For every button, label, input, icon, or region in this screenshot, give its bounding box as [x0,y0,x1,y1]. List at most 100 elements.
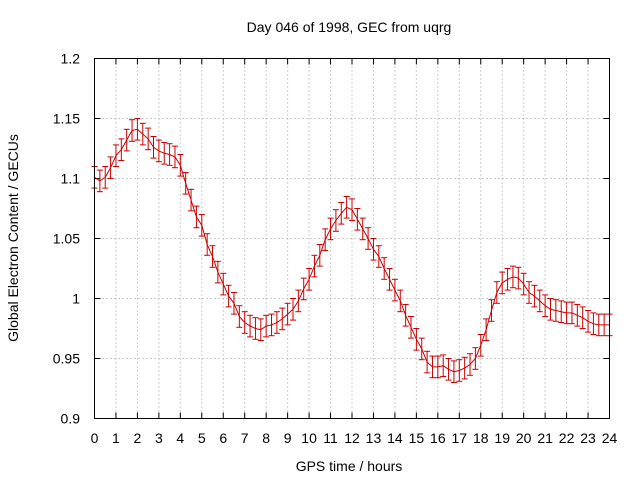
data-point [306,268,313,291]
data-point [268,313,275,337]
data-point [177,154,184,177]
x-tick-label: 7 [241,430,249,446]
data-point [568,301,575,325]
data-point [327,217,334,241]
data-point [241,311,248,334]
data-point [542,294,549,317]
x-tick-label: 17 [452,430,468,446]
y-tick-label: 1.15 [53,111,80,127]
data-point [402,304,409,327]
data-point [375,245,382,268]
data-point [139,122,146,146]
data-point [289,298,296,321]
x-tick-label: 14 [387,430,403,446]
x-tick-label: 18 [473,430,489,446]
x-tick-label: 5 [198,430,206,446]
x-axis-label: GPS time / hours [296,458,403,474]
data-point [311,254,318,278]
data-point [209,245,216,268]
data-point [230,292,237,315]
data-point [257,318,264,341]
data-point [450,360,457,383]
data-point [284,302,291,326]
data-point [579,306,586,329]
x-tick-label: 15 [409,430,425,446]
x-tick-label: 21 [537,430,553,446]
data-point [461,356,468,380]
x-tick-label: 11 [323,430,338,446]
data-point [193,205,200,229]
data-point [112,144,119,167]
data-point [123,128,130,152]
y-tick-label: 0.9 [61,411,81,427]
data-point [440,354,447,377]
data-point [488,299,495,322]
data-point [220,272,227,296]
data-point [322,228,329,251]
data-point [483,318,490,341]
data-point [150,136,157,159]
data-point [563,301,570,325]
data-point [365,227,372,250]
x-tick-label: 19 [494,430,510,446]
y-tick-label: 1.05 [53,231,80,247]
data-point [247,314,254,338]
x-tick-label: 16 [430,430,446,446]
x-tick-label: 10 [301,430,317,446]
x-tick-label: 23 [580,430,596,446]
x-tick-label: 6 [219,430,227,446]
data-point [552,299,559,322]
data-point [295,289,302,313]
data-point [145,127,152,151]
y-tick-label: 1.1 [61,171,81,187]
data-point [188,188,195,212]
x-tick-label: 1 [112,430,120,446]
data-point [499,271,506,295]
data-point [214,260,221,284]
data-point [171,145,178,169]
y-tick-label: 0.95 [53,351,80,367]
data-point [263,314,270,338]
data-point [429,355,436,379]
data-point [225,284,232,308]
data-point [381,257,388,280]
data-point [547,298,554,321]
x-tick-label: 24 [602,430,618,446]
grid-layer [94,58,610,419]
data-point [590,312,597,335]
data-point [316,244,323,267]
y-axis-label: Global Electron Content / GECUs [5,134,21,342]
data-point [467,353,474,376]
data-point [107,156,114,179]
data-point [601,313,608,337]
x-tick-label: 0 [91,430,99,446]
x-tick-label: 13 [366,430,382,446]
x-tick-label: 2 [134,430,142,446]
data-point [102,166,109,189]
data-point [595,313,602,337]
data-point [354,208,361,231]
data-point [418,337,425,361]
data-point [408,316,415,339]
data-point [445,358,452,381]
data-point [536,289,543,313]
data-layer [91,118,613,383]
data-point [166,143,173,166]
data-point [96,169,103,193]
data-point [349,198,355,221]
data-point [558,300,565,323]
data-point [509,265,516,289]
chart-title: Day 046 of 1998, GEC from uqrg [247,19,452,35]
data-point [279,307,286,331]
data-point [477,334,484,357]
plot-frame [94,58,610,419]
data-point [585,310,592,333]
data-point [504,268,511,291]
data-point [531,284,538,308]
data-point [434,355,441,379]
data-point [520,272,527,296]
data-point [397,289,404,313]
data-point [343,196,350,219]
